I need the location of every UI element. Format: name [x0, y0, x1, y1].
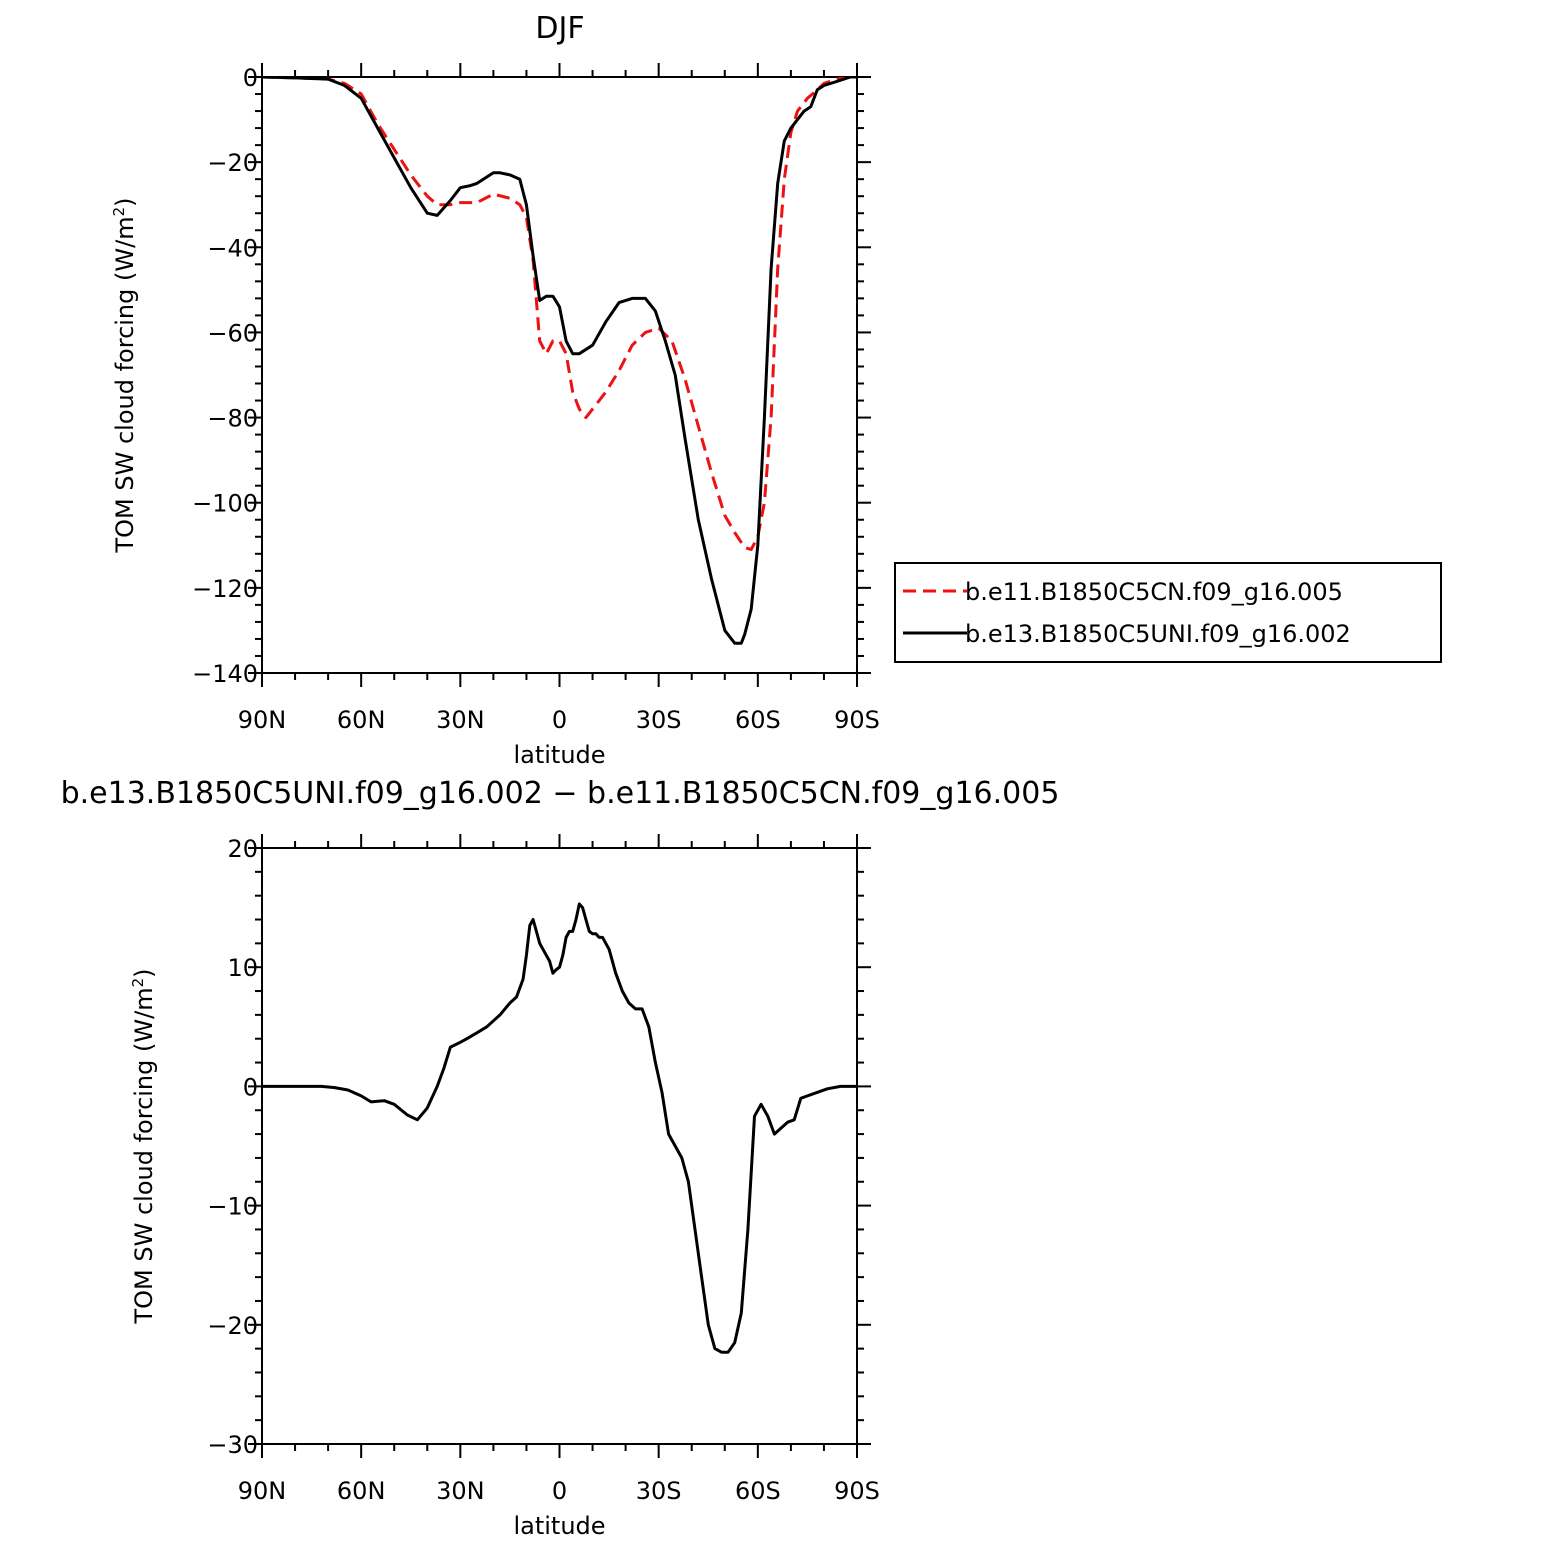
- y-tick-label: −60: [207, 319, 258, 347]
- x-tick-label: 30S: [636, 706, 682, 734]
- y-tick-label: −30: [207, 1431, 258, 1459]
- x-tick-label: 90N: [238, 1477, 287, 1505]
- x-tick-label: 60N: [337, 1477, 386, 1505]
- x-tick-label: 30N: [436, 1477, 485, 1505]
- y-tick-label: 10: [227, 954, 258, 982]
- series-line-0: [262, 77, 857, 551]
- chart-title: DJF: [535, 11, 584, 46]
- x-tick-label: 30S: [636, 1477, 682, 1505]
- x-tick-label: 90N: [238, 706, 287, 734]
- legend-box: [894, 562, 1442, 663]
- y-tick-label: 0: [243, 64, 258, 92]
- y-tick-label: −10: [207, 1193, 258, 1221]
- y-tick-label: −80: [207, 405, 258, 433]
- series-line-1: [262, 77, 857, 645]
- x-tick-label: 0: [552, 706, 567, 734]
- y-tick-label: 0: [243, 1073, 258, 1101]
- y-tick-label: −120: [192, 575, 258, 603]
- y-tick-label: −20: [207, 1312, 258, 1340]
- x-axis-label: latitude: [513, 741, 605, 769]
- plot-frame: [261, 847, 858, 1445]
- chart-title: b.e13.B1850C5UNI.f09_g16.002 − b.e11.B18…: [61, 776, 1060, 811]
- chart-bottom: b.e13.B1850C5UNI.f09_g16.002 − b.e11.B18…: [61, 776, 1060, 1540]
- y-tick-label: −100: [192, 490, 258, 518]
- y-tick-label: −140: [192, 660, 258, 688]
- x-tick-label: 60S: [735, 1477, 781, 1505]
- series-line-0: [262, 902, 857, 1354]
- legend-label: b.e11.B1850C5CN.f09_g16.005: [965, 578, 1343, 606]
- x-tick-label: 90S: [834, 1477, 880, 1505]
- x-tick-label: 0: [552, 1477, 567, 1505]
- y-axis-label: TOM SW cloud forcing (W/m2): [110, 198, 139, 554]
- legend: b.e11.B1850C5CN.f09_g16.005 b.e13.B1850C5…: [894, 562, 1442, 663]
- chart-top: DJF 90N 60N 30N 0 30S 60S 90S 0 −20 −40 −60 −80 −100…: [110, 11, 1442, 769]
- y-tick-label: −40: [207, 234, 258, 262]
- x-tick-label: 30N: [436, 706, 485, 734]
- y-tick-label: 20: [227, 835, 258, 863]
- x-tick-label: 60S: [735, 706, 781, 734]
- x-axis-label: latitude: [513, 1512, 605, 1540]
- x-tick-label: 60N: [337, 706, 386, 734]
- x-tick-label: 90S: [834, 706, 880, 734]
- y-axis-label: TOM SW cloud forcing (W/m2): [129, 969, 158, 1325]
- legend-label: b.e13.B1850C5UNI.f09_g16.002: [965, 620, 1351, 648]
- y-tick-label: −20: [207, 149, 258, 177]
